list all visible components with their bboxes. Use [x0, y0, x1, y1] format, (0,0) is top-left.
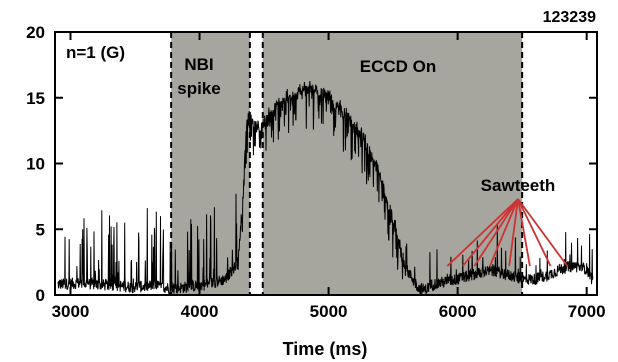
y-tick-label: 20: [26, 23, 45, 42]
sawtooth-arrow-2: [473, 198, 519, 267]
signal-trace-group: [57, 80, 594, 295]
sawteeth-arrows: [446, 198, 569, 267]
x-tick-label: 4000: [181, 302, 219, 321]
sawtooth-arrow-7: [517, 198, 569, 267]
sawtooth-arrow-3: [489, 198, 519, 267]
x-tick-label: 6000: [439, 302, 477, 321]
dashed-markers: [170, 32, 524, 295]
sawtooth-arrow-0: [446, 198, 519, 267]
sawtooth-arrow-5: [517, 198, 531, 267]
x-tick-label: 7000: [568, 302, 606, 321]
y-tick-label: 5: [36, 220, 45, 239]
shot-number: 123239: [543, 9, 596, 26]
x-tick-label: 5000: [310, 302, 348, 321]
shaded-regions: [171, 32, 523, 295]
x-axis-ticks: 3000 4000 5000 6000 7000: [52, 32, 606, 321]
sawtooth-arrow-4: [508, 198, 519, 267]
signal-trace-line: [57, 80, 594, 295]
x-axis-title: Time (ms): [283, 339, 368, 359]
y-tick-label: 0: [36, 286, 45, 305]
nbi-label-line2: spike: [177, 79, 220, 98]
sawtooth-arrow-6: [517, 198, 552, 267]
mode-label: n=1 (G): [66, 43, 125, 62]
sawtooth-arrow-1: [462, 198, 519, 267]
y-axis-ticks: 0 5 10 15 20: [26, 23, 597, 305]
nbi-label-line1: NBI: [184, 55, 213, 74]
y-tick-label: 10: [26, 155, 45, 174]
sawteeth-label: Sawteeth: [481, 176, 556, 195]
x-tick-label: 3000: [52, 302, 90, 321]
eccd-label: ECCD On: [360, 57, 437, 76]
y-tick-label: 15: [26, 89, 45, 108]
